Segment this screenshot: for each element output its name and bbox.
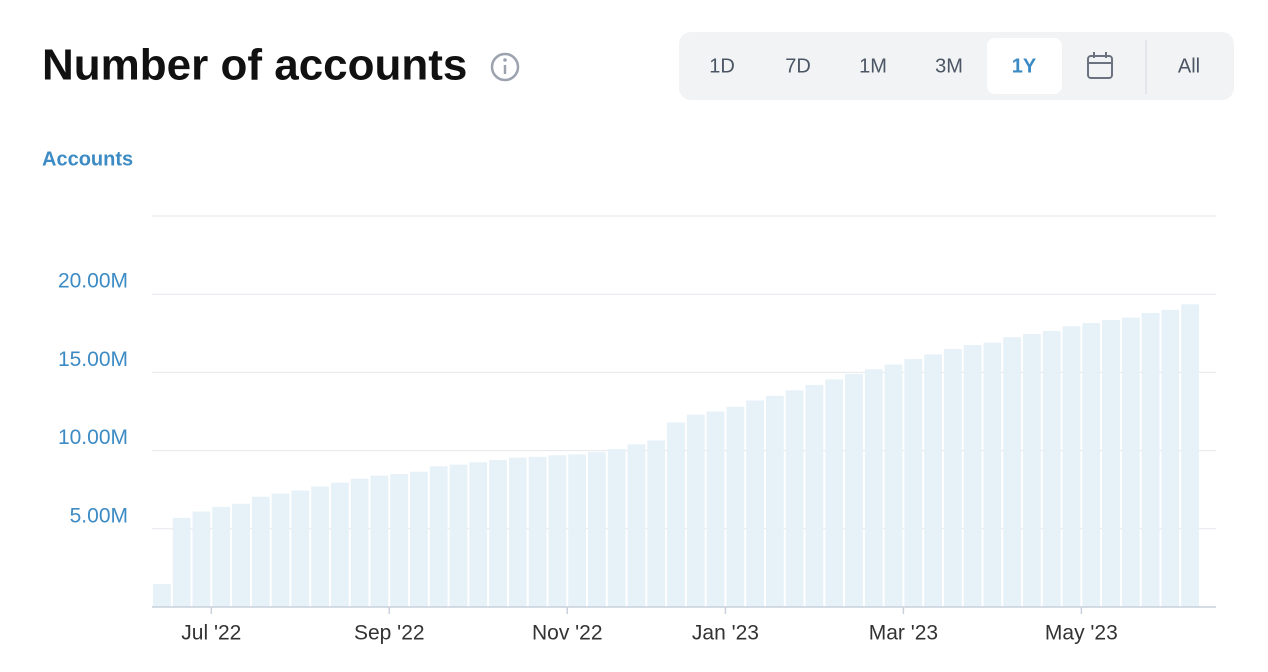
y-tick-label: 20.00M [58,270,128,293]
range-button[interactable]: 1D [709,55,735,77]
bar [508,457,527,607]
bar [1062,326,1081,607]
bar [1102,320,1120,607]
bar [726,406,745,607]
bar [904,359,923,607]
bar [311,486,329,607]
bar [805,384,824,607]
bar [647,440,666,607]
bar [330,482,349,607]
y-axis-label: Accounts [42,148,133,170]
bar [884,364,903,607]
bar [627,444,646,607]
bar [785,390,804,607]
bar [825,379,844,607]
bar [489,459,507,607]
bar [667,422,685,607]
bar [588,452,606,607]
bar [568,454,587,607]
bar [746,400,764,607]
bar [607,449,626,607]
bar [192,511,211,607]
bar [172,517,191,607]
y-tick-label: 5.00M [70,504,128,527]
bar [449,464,468,607]
y-tick-label: 10.00M [58,426,128,449]
bar [528,456,547,607]
bar [1121,317,1140,607]
bar [291,490,310,607]
range-button[interactable]: All [1178,55,1200,77]
bar [924,354,942,607]
bar [1023,334,1041,607]
range-panel [679,32,1234,100]
bar [983,342,1002,607]
range-button[interactable]: 1M [859,55,887,77]
bar [429,466,448,607]
bar [350,478,369,607]
selected-range [987,38,1062,94]
bar [271,493,290,607]
x-tick-label: Jul '22 [181,622,241,645]
bar [251,496,270,607]
bar [232,503,250,607]
bar [548,455,567,607]
bar [469,462,488,607]
chart-title: Number of accounts [42,41,467,90]
bar [765,395,784,607]
bar [153,584,171,607]
y-tick-label: 15.00M [58,348,128,371]
bar [943,348,962,607]
bar [1181,304,1199,607]
bar [1003,337,1022,607]
bar [706,411,725,607]
bar [1161,309,1180,607]
bar [1082,323,1101,607]
x-tick-label: Sep '22 [354,622,425,645]
bar [864,369,883,607]
calendar-button[interactable] [1087,52,1113,79]
bar [1141,312,1160,607]
x-tick-label: Mar '23 [869,622,938,645]
range-button[interactable]: 7D [785,55,811,77]
bar [370,475,389,607]
bar [963,345,982,607]
x-tick-label: Jan '23 [692,622,759,645]
bar [1042,330,1061,607]
range-button[interactable]: 1Y [1012,55,1037,77]
bar [410,471,428,607]
bar [212,506,231,607]
info-icon[interactable] [490,52,520,82]
bar [686,414,705,607]
x-tick-label: May '23 [1045,622,1118,645]
range-button[interactable]: 3M [935,55,963,77]
bar [390,474,409,607]
bar [845,373,863,607]
x-tick-label: Nov '22 [532,622,603,645]
